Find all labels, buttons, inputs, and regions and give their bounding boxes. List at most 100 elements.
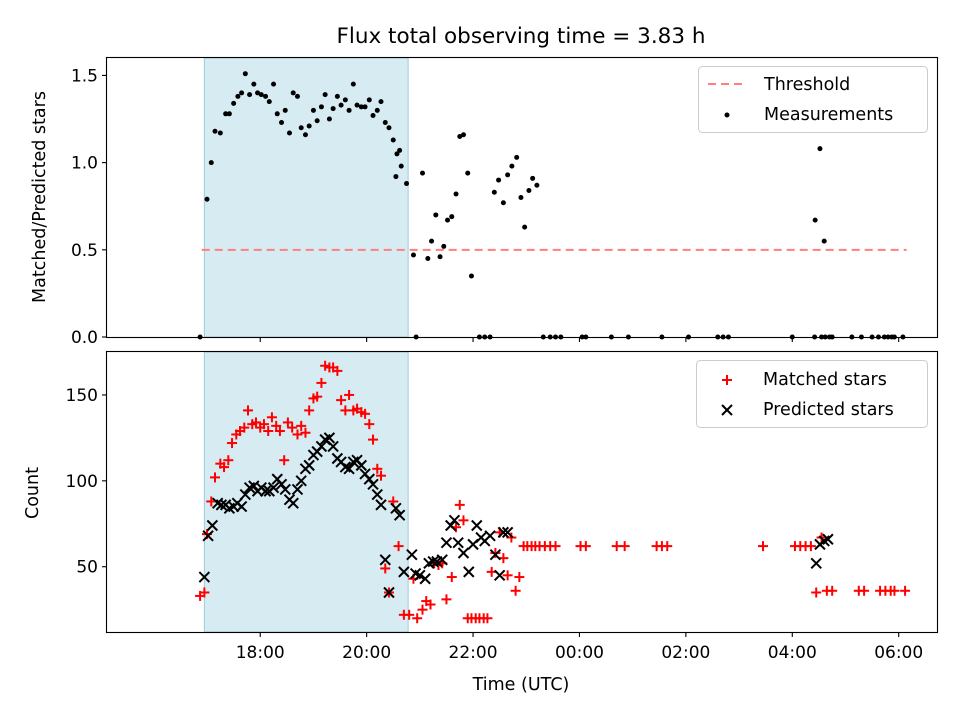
predicted-star-point (235, 500, 248, 513)
matched-star-point (368, 434, 379, 445)
predicted-star-point (355, 459, 368, 472)
measurement-point (441, 243, 447, 249)
measurement-point (821, 238, 827, 244)
matched-star-point (372, 463, 383, 474)
predicted-star-point (215, 499, 228, 511)
matched-star-point (550, 541, 561, 552)
top-y-tick-label: 0.5 (71, 241, 98, 261)
measurement-point (429, 238, 435, 244)
legend-predicted-label: Predicted stars (763, 400, 894, 420)
measurement-point (394, 151, 400, 157)
bottom-y-tick-label: 100 (66, 472, 98, 492)
predicted-star-point (497, 526, 510, 539)
measurement-point (449, 214, 455, 220)
matched-star-point (199, 587, 210, 598)
measurement-point (378, 99, 384, 105)
measurement-point (338, 102, 344, 108)
matched-star-point (425, 599, 436, 610)
measurement-point (282, 107, 288, 113)
predicted-star-point (440, 536, 453, 549)
measurement-point (231, 100, 237, 106)
matched-star-point (296, 420, 307, 431)
measurement-point (526, 188, 532, 194)
measurement-point (370, 113, 376, 119)
top-shaded-region (203, 57, 409, 338)
measurement-point (390, 137, 396, 143)
x-tick-label: 04:00 (768, 643, 817, 663)
measurement-point (279, 120, 285, 126)
measurement-point (522, 224, 528, 230)
measurement-point (346, 107, 352, 113)
predicted-star-point (202, 530, 214, 542)
matched-star-point (454, 499, 465, 510)
bottom-legend: Matched stars Predicted stars (696, 360, 928, 428)
matched-star-point (227, 438, 238, 449)
bottom-y-tick-label: 150 (66, 386, 98, 406)
legend-matched-swatch (722, 375, 732, 385)
top-y-ticks: 0.0 0.5 1.0 1.5 (71, 66, 107, 348)
matched-star-point (266, 412, 277, 423)
measurement-point (235, 93, 241, 99)
matched-star-point (287, 422, 298, 433)
matched-star-point (758, 541, 769, 552)
top-y-label: Matched/Predicted stars (30, 91, 50, 303)
measurement-point (204, 196, 210, 202)
predicted-star-point (323, 432, 336, 444)
bottom-axes-frame (105, 350, 939, 634)
measurement-point (530, 175, 536, 181)
measurement-point (223, 111, 229, 117)
matched-star-point (446, 572, 457, 583)
measurement-point (354, 102, 360, 108)
matched-star-point (380, 563, 391, 574)
predicted-star-point (279, 483, 291, 496)
predicted-star-point (393, 509, 406, 521)
measurement-point (509, 163, 515, 169)
matched-star-point (250, 417, 261, 428)
matched-star-point (662, 541, 673, 552)
predicted-star-point (371, 488, 383, 501)
predicted-star-point (291, 483, 304, 496)
top-legend: Threshold Measurements (698, 66, 928, 133)
matched-star-point (364, 419, 375, 430)
predicted-star-point (206, 519, 219, 532)
predicted-star-point (419, 573, 431, 585)
measurement-point (242, 71, 248, 77)
measurement-point (505, 172, 511, 178)
measurement-point (208, 160, 214, 166)
predicted-star-point (327, 440, 339, 453)
x-axis-label: Time (UTC) (472, 675, 570, 695)
predicted-star-point (303, 459, 315, 472)
bottom-y-ticks: 50 100 150 (66, 386, 107, 578)
predicted-star-point (398, 566, 410, 578)
measurement-point (404, 181, 410, 187)
measurement-point (410, 252, 416, 258)
predicted-star-point (822, 533, 834, 545)
measurement-point (468, 273, 474, 279)
bottom-y-label: Count (23, 467, 43, 519)
predicted-star-point (379, 554, 391, 566)
measurement-point (445, 217, 451, 223)
measurement-point (263, 93, 269, 99)
predicted-star-point (295, 475, 307, 487)
x-tick-label: 00:00 (555, 643, 604, 663)
matched-star-point (514, 572, 525, 583)
legend-matched-label: Matched stars (763, 370, 887, 390)
measurement-point (393, 174, 399, 180)
measurement-point (255, 90, 261, 96)
matched-star-point (417, 604, 428, 615)
predicted-star-point (259, 485, 272, 497)
measurement-point (518, 195, 524, 200)
matched-star-point (344, 389, 355, 400)
measurement-point (326, 116, 332, 122)
predicted-star-point (383, 586, 395, 599)
measurement-point (342, 97, 348, 103)
matched-star-point (412, 613, 423, 624)
measurement-point (239, 90, 245, 96)
matched-star-point (811, 587, 822, 598)
bottom-x-ticks: 18:00 20:00 22:00 00:00 02:00 04:00 06:00 (236, 632, 923, 663)
predicted-star-point (501, 526, 514, 539)
measurement-point (266, 99, 272, 105)
x-tick-label: 22:00 (449, 643, 498, 663)
matched-star-point (312, 391, 323, 402)
matched-star-point (282, 417, 293, 428)
